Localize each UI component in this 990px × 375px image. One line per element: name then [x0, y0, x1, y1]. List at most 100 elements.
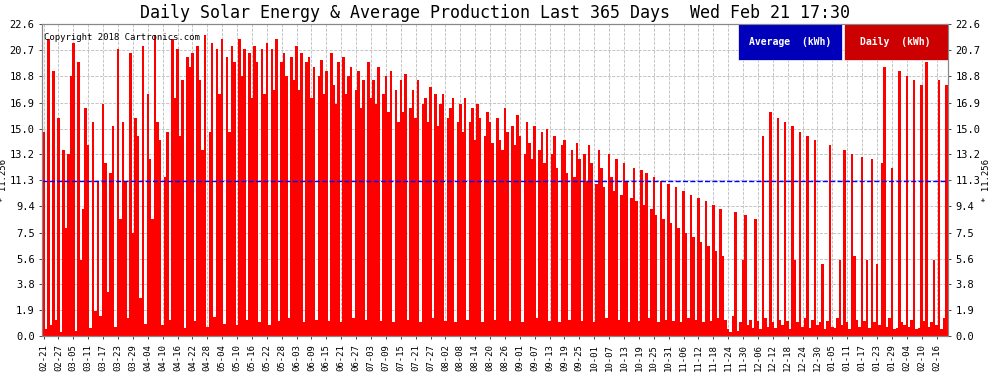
Bar [417, 80, 420, 336]
Bar [405, 74, 407, 336]
Bar [931, 322, 933, 336]
Bar [824, 329, 826, 336]
Bar [516, 115, 519, 336]
Bar [74, 331, 77, 336]
Bar [134, 118, 137, 336]
Bar [906, 76, 908, 336]
Text: * 11.256: * 11.256 [0, 159, 8, 202]
Bar [519, 136, 521, 336]
Bar [616, 159, 618, 336]
Bar [112, 126, 114, 336]
Bar [742, 260, 744, 336]
Bar [842, 325, 843, 336]
Bar [87, 146, 89, 336]
Bar [464, 98, 466, 336]
Bar [580, 321, 583, 336]
Bar [295, 46, 298, 336]
Bar [866, 260, 868, 336]
Bar [89, 328, 92, 336]
Bar [680, 322, 682, 336]
Bar [633, 168, 636, 336]
Bar [491, 142, 494, 336]
Bar [667, 184, 670, 336]
Bar [102, 104, 104, 336]
Bar [555, 168, 558, 336]
Bar [670, 223, 672, 336]
Bar [79, 260, 82, 336]
Bar [466, 320, 469, 336]
Bar [690, 195, 692, 336]
Bar [816, 325, 819, 336]
Bar [461, 132, 464, 336]
Bar [702, 322, 705, 336]
Bar [246, 320, 248, 336]
Bar [395, 90, 397, 336]
Bar [229, 132, 231, 336]
Bar [189, 67, 191, 336]
Bar [821, 264, 824, 336]
Bar [531, 159, 534, 336]
Bar [819, 322, 821, 336]
Bar [585, 182, 588, 336]
Bar [253, 46, 255, 336]
Bar [839, 260, 842, 336]
Bar [484, 136, 486, 336]
Bar [446, 118, 449, 336]
Bar [509, 321, 511, 336]
Bar [769, 112, 771, 336]
Bar [132, 232, 134, 336]
Bar [50, 325, 52, 336]
Bar [224, 324, 226, 336]
Bar [774, 328, 776, 336]
Bar [791, 126, 794, 336]
Bar [397, 122, 400, 336]
Bar [104, 164, 107, 336]
Bar [553, 136, 555, 336]
Bar [754, 219, 756, 336]
Bar [647, 318, 650, 336]
Bar [623, 164, 626, 336]
Bar [325, 71, 328, 336]
Bar [156, 122, 159, 336]
Bar [184, 328, 186, 336]
Bar [650, 209, 652, 336]
Bar [876, 264, 878, 336]
Bar [945, 85, 947, 336]
Bar [369, 98, 372, 336]
Bar [82, 209, 84, 336]
Bar [43, 132, 45, 336]
Bar [420, 322, 422, 336]
Bar [725, 320, 727, 336]
Bar [898, 71, 901, 336]
Bar [166, 132, 169, 336]
Bar [280, 63, 283, 336]
Bar [560, 146, 563, 336]
Bar [231, 46, 234, 336]
Bar [99, 316, 102, 336]
Bar [764, 318, 766, 336]
Bar [911, 320, 913, 336]
Bar [643, 205, 645, 336]
Bar [631, 198, 633, 336]
Bar [735, 212, 737, 336]
Bar [638, 321, 641, 336]
Bar [300, 53, 303, 336]
Bar [896, 328, 898, 336]
Bar [456, 122, 459, 336]
Bar [881, 164, 883, 336]
Bar [117, 49, 119, 336]
Bar [730, 332, 732, 336]
Bar [570, 150, 573, 336]
Bar [645, 173, 647, 336]
Bar [479, 118, 481, 336]
Bar [593, 322, 595, 336]
Bar [687, 318, 690, 336]
Bar [677, 228, 680, 336]
Bar [144, 324, 147, 336]
FancyBboxPatch shape [843, 24, 947, 60]
Bar [858, 327, 861, 336]
Bar [521, 322, 524, 336]
Bar [732, 316, 735, 336]
Bar [489, 122, 491, 336]
Bar [749, 320, 751, 336]
